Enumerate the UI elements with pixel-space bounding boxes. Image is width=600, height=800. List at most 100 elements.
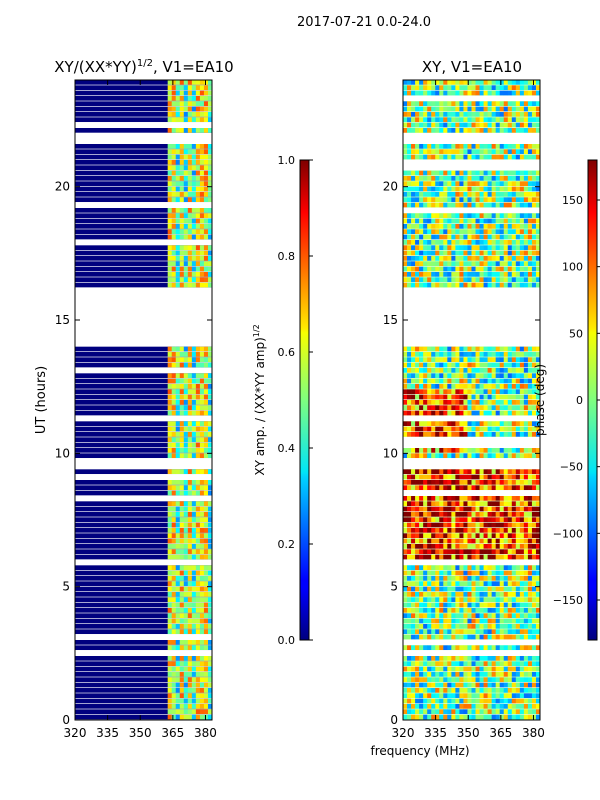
- heatmap-cell: [519, 80, 525, 85]
- heatmap-cell: [471, 80, 476, 85]
- heatmap-cell: [455, 693, 460, 699]
- heatmap-cell: [527, 170, 533, 176]
- heatmap-cell: [183, 501, 189, 507]
- amplitude-title-main: XY/(XX*YY): [54, 58, 137, 76]
- heatmap-cell: [487, 176, 492, 181]
- heatmap-cell: [507, 698, 513, 704]
- heatmap-cell: [499, 197, 505, 203]
- heatmap-cell: [499, 122, 505, 128]
- heatmap-cell: [171, 405, 177, 411]
- heatmap-cell: [507, 250, 513, 256]
- heatmap-cell: [175, 453, 181, 459]
- heatmap-cell: [447, 245, 452, 251]
- heatmap-cell: [471, 421, 476, 427]
- heatmap-cell: [483, 698, 488, 704]
- heatmap-cell: [423, 448, 428, 453]
- heatmap-cell: [411, 682, 416, 688]
- heatmap-cell: [487, 624, 492, 629]
- heatmap-cell: [507, 352, 513, 357]
- heatmap-cell: [167, 112, 173, 117]
- heatmap-cell: [415, 218, 420, 224]
- heatmap-cell: [483, 704, 488, 709]
- heatmap-cell: [515, 101, 521, 107]
- heatmap-cell: [503, 602, 509, 608]
- heatmap-cell: [203, 490, 209, 496]
- heatmap-cell: [451, 448, 456, 453]
- heatmap-cell: [511, 170, 517, 176]
- heatmap-cell: [439, 394, 444, 400]
- heatmap-cell: [199, 570, 205, 576]
- heatmap-cell: [207, 373, 213, 379]
- heatmap-cell: [423, 224, 428, 229]
- heatmap-cell: [531, 549, 537, 555]
- heatmap-cell: [531, 266, 537, 272]
- heatmap-cell: [443, 410, 448, 416]
- heatmap-cell: [195, 645, 201, 651]
- heatmap-cell: [535, 602, 541, 608]
- heatmap-cell: [499, 586, 505, 592]
- heatmap-row: [75, 613, 212, 619]
- heatmap-cell: [535, 266, 541, 272]
- heatmap-cell: [199, 394, 205, 400]
- heatmap-cell: [511, 522, 517, 528]
- heatmap-cell: [179, 624, 185, 629]
- heatmap-cell: [427, 277, 432, 283]
- heatmap-cell: [207, 176, 213, 181]
- heatmap-cell: [431, 154, 436, 160]
- heatmap-cell: [171, 352, 177, 357]
- heatmap-cell: [439, 362, 444, 368]
- heatmap-cell: [495, 389, 501, 395]
- heatmap-cell: [443, 261, 448, 267]
- heatmap-cell: [527, 474, 533, 480]
- heatmap-cell: [451, 677, 456, 683]
- heatmap-cell: [511, 261, 517, 267]
- heatmap-cell: [503, 170, 509, 176]
- heatmap-cell: [515, 522, 521, 528]
- heatmap-cell: [451, 656, 456, 661]
- heatmap-cell: [191, 442, 197, 448]
- heatmap-cell: [447, 394, 452, 400]
- heatmap-cell: [531, 661, 537, 667]
- heatmap-cell: [167, 378, 173, 384]
- heatmap-cell: [499, 714, 505, 720]
- heatmap-cell: [491, 448, 496, 453]
- heatmap-cell: [407, 634, 412, 640]
- heatmap-cell: [495, 693, 501, 699]
- heatmap-cell: [407, 656, 412, 661]
- heatmap-cell: [207, 389, 213, 395]
- heatmap-cell: [467, 613, 472, 619]
- heatmap-cell: [203, 544, 209, 549]
- heatmap-cell: [183, 394, 189, 400]
- heatmap-cell: [187, 570, 193, 576]
- heatmap-cell: [487, 570, 492, 576]
- heatmap-cell: [207, 528, 213, 533]
- heatmap-cell: [475, 533, 480, 539]
- heatmap-cell: [459, 394, 464, 400]
- heatmap-cell: [483, 581, 488, 587]
- heatmap-cell: [455, 245, 460, 251]
- heatmap-cell: [415, 709, 420, 715]
- heatmap-cell: [495, 666, 501, 672]
- amplitude-panel: XY/(XX*YY)1/2, V1=EA10 320 335 350 365 38005…: [34, 58, 234, 740]
- heatmap-cell: [531, 373, 537, 379]
- heatmap-cell: [415, 410, 420, 416]
- heatmap-cell: [535, 512, 541, 517]
- heatmap-cell: [479, 618, 484, 624]
- heatmap-cell: [187, 586, 193, 592]
- heatmap-cell: [407, 576, 412, 581]
- heatmap-cell: [535, 581, 541, 587]
- heatmap-cell: [175, 421, 181, 427]
- heatmap-cell: [467, 362, 472, 368]
- heatmap-cell: [527, 400, 533, 405]
- heatmap-cell: [199, 608, 205, 613]
- heatmap-cell: [499, 533, 505, 539]
- heatmap-cell: [431, 592, 436, 597]
- heatmap-cell: [447, 106, 452, 112]
- heatmap-cell: [515, 181, 521, 187]
- heatmap-cell: [175, 149, 181, 155]
- heatmap-cell: [463, 373, 468, 379]
- heatmap-cell: [431, 106, 436, 112]
- heatmap-cell: [407, 224, 412, 229]
- heatmap-cell: [451, 277, 456, 283]
